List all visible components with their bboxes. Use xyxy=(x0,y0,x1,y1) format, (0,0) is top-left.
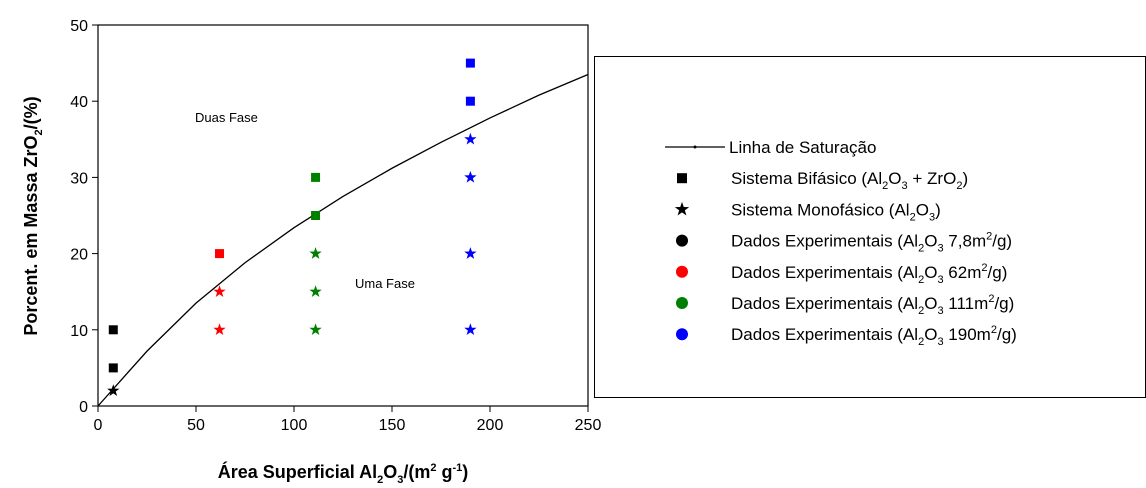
y-tick-label: 30 xyxy=(70,170,88,187)
y-tick-label: 40 xyxy=(70,94,88,111)
legend-box xyxy=(594,56,1146,398)
legend-label: Dados Experimentais (Al2​O3​ 111m2​/g) xyxy=(731,293,1014,317)
data-point xyxy=(309,247,322,259)
annotation: Duas Fase xyxy=(195,110,258,125)
data-point xyxy=(464,247,477,259)
annotation: Uma Fase xyxy=(355,276,415,291)
x-tick-label: 50 xyxy=(187,417,205,434)
data-point xyxy=(309,285,322,297)
y-axis-title: Porcent. em Massa ZrO2​/(%) xyxy=(21,96,45,335)
data-point xyxy=(465,58,475,68)
data-point xyxy=(464,132,477,145)
plot-frame xyxy=(97,24,589,407)
x-tick-label: 250 xyxy=(575,417,602,434)
data-point xyxy=(465,96,475,106)
legend-swatch xyxy=(676,265,688,278)
data-point xyxy=(309,323,322,336)
y-tick-label: 50 xyxy=(70,18,88,35)
data-point xyxy=(213,323,226,336)
legend-label: Dados Experimentais (Al2​O3​ 7,8m2​/g) xyxy=(731,231,1012,255)
y-tick-label: 0 xyxy=(79,399,88,416)
data-point xyxy=(213,285,226,297)
y-tick-label: 20 xyxy=(70,247,88,264)
legend-swatch xyxy=(676,297,688,309)
data-point xyxy=(464,323,477,336)
data-point xyxy=(311,211,321,220)
data-point xyxy=(311,172,321,182)
saturation-line xyxy=(97,73,589,407)
x-tick-label: 200 xyxy=(477,417,504,434)
legend-label: Dados Experimentais (Al2​O3​ 62m2​/g) xyxy=(731,262,1007,286)
data-point xyxy=(107,384,120,397)
legend-swatch xyxy=(674,201,690,216)
x-tick-label: 100 xyxy=(281,417,308,434)
x-axis-title: Área Superficial Al2​O3​/(m2​ g-1​) xyxy=(218,461,469,486)
legend-swatch xyxy=(693,145,697,149)
data-point xyxy=(108,363,118,373)
legend-swatch xyxy=(676,328,688,341)
legend-swatch xyxy=(676,234,688,247)
data-point xyxy=(464,170,477,183)
data-point xyxy=(215,249,225,259)
legend-label: Dados Experimentais (Al2​O3​ 190m2​/g) xyxy=(731,324,1017,348)
x-tick-label: 0 xyxy=(94,417,103,434)
y-tick-label: 10 xyxy=(70,323,88,340)
legend-label: Sistema Bifásico (Al2​O3​ + ZrO2​) xyxy=(731,169,968,192)
legend-label: Sistema Monofásico (Al2​O3​) xyxy=(731,200,941,223)
x-tick-label: 150 xyxy=(379,417,406,434)
legend-label: Linha de Saturação xyxy=(729,138,876,157)
data-point xyxy=(108,325,118,335)
legend-swatch xyxy=(677,173,687,184)
